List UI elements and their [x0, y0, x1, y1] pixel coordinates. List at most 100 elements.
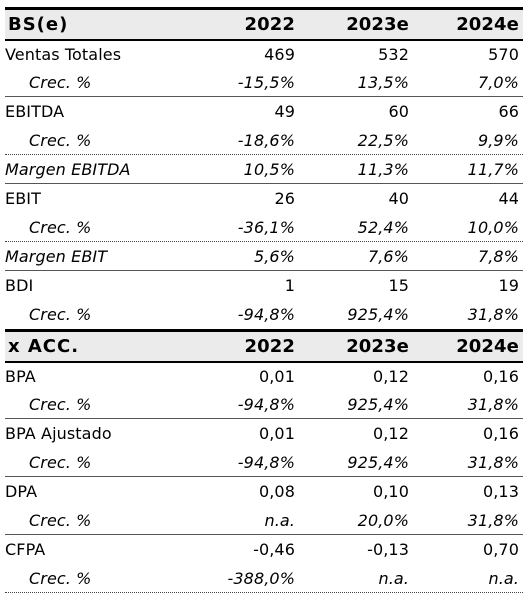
cell-2022: 49 — [274, 102, 295, 121]
row-cfpa-crec: Crec. % -388,0% n.a. n.a. — [5, 564, 523, 593]
cell-2022: -94,8% — [237, 452, 295, 472]
cell-2023e: 11,3% — [357, 159, 409, 179]
cell-2024e: 10,0% — [467, 217, 519, 237]
row-ventas-crec: Crec. % -15,5% 13,5% 7,0% — [5, 68, 523, 97]
header-year-3: 2024e — [456, 336, 519, 357]
row-label: DPA — [5, 482, 38, 501]
row-label: Ventas Totales — [5, 45, 122, 64]
cell-2024e: 0,13 — [482, 482, 519, 501]
cell-2024e: 0,70 — [482, 540, 519, 559]
row-ventas-totales: Ventas Totales 469 532 570 — [5, 39, 523, 68]
cell-2023e: 925,4% — [347, 305, 409, 324]
row-label: Crec. % — [29, 568, 92, 588]
cell-2022: -94,8% — [237, 394, 295, 414]
row-label: EBITDA — [5, 102, 65, 121]
cell-2023e: 7,6% — [367, 246, 409, 266]
cell-2023e: -0,13 — [367, 540, 409, 559]
cell-2023e: 0,12 — [372, 367, 409, 386]
row-label: Crec. % — [29, 305, 92, 324]
cell-2023e: 22,5% — [357, 130, 409, 150]
cell-2022: 26 — [274, 189, 295, 208]
row-bpa-ajustado: BPA Ajustado 0,01 0,12 0,16 — [5, 419, 523, 448]
row-bdi-crec: Crec. % -94,8% 925,4% 31,8% — [5, 300, 523, 329]
row-cfpa: CFPA -0,46 -0,13 0,70 — [5, 535, 523, 564]
header-label: x ACC. — [8, 336, 80, 357]
cell-2022: 10,5% — [243, 159, 295, 179]
row-label: BDI — [5, 276, 34, 295]
header-year-2: 2023e — [346, 336, 409, 357]
cell-2024e: 0,16 — [482, 367, 519, 386]
cell-2024e: 66 — [498, 102, 519, 121]
cell-2024e: 19 — [498, 276, 519, 295]
header-year-3: 2024e — [456, 14, 519, 35]
cell-2024e: 44 — [498, 189, 519, 208]
header-row-bs: BS(e) 2022 2023e 2024e — [5, 7, 523, 39]
header-label: BS(e) — [8, 14, 69, 35]
cell-2022: -388,0% — [227, 568, 295, 588]
cell-2022: -36,1% — [237, 217, 295, 237]
row-bpa-ajustado-crec: Crec. % -94,8% 925,4% 31,8% — [5, 448, 523, 477]
cell-2024e: 9,9% — [477, 130, 519, 150]
row-ebit-crec: Crec. % -36,1% 52,4% 10,0% — [5, 213, 523, 242]
row-label: BPA — [5, 367, 36, 386]
header-row-per-share: x ACC. 2022 2023e 2024e — [5, 329, 523, 361]
cell-2023e: 0,12 — [372, 424, 409, 443]
cell-2022: 0,08 — [258, 482, 295, 501]
row-margen-ebit: Margen EBIT 5,6% 7,6% 7,8% — [5, 242, 523, 271]
row-dpa-crec: Crec. % n.a. 20,0% 31,8% — [5, 506, 523, 535]
cell-2024e: 570 — [488, 45, 519, 64]
cell-2024e: 7,8% — [477, 246, 519, 266]
cell-2024e: 11,7% — [467, 159, 519, 179]
row-label: EBIT — [5, 189, 41, 208]
row-label: BPA Ajustado — [5, 424, 112, 443]
cell-2024e: 7,0% — [477, 72, 519, 92]
cell-2022: -18,6% — [237, 130, 295, 150]
cell-2023e: 925,4% — [347, 452, 409, 472]
row-label: Margen EBIT — [5, 246, 108, 266]
cell-2024e: 31,8% — [467, 305, 519, 324]
cell-2024e: 31,8% — [467, 510, 519, 530]
cell-2022: n.a. — [264, 510, 295, 530]
cell-2022: 1 — [284, 276, 295, 295]
row-bpa: BPA 0,01 0,12 0,16 — [5, 361, 523, 390]
header-year-1: 2022 — [244, 14, 295, 35]
cell-2023e: 925,4% — [347, 394, 409, 414]
row-margen-ebitda: Margen EBITDA 10,5% 11,3% 11,7% — [5, 155, 523, 184]
header-year-2: 2023e — [346, 14, 409, 35]
cell-2023e: 40 — [388, 189, 409, 208]
row-ebitda: EBITDA 49 60 66 — [5, 97, 523, 126]
cell-2022: -15,5% — [237, 72, 295, 92]
cell-2023e: 20,0% — [357, 510, 409, 530]
cell-2024e: 31,8% — [467, 452, 519, 472]
row-label: Crec. % — [29, 510, 92, 530]
cell-2022: 0,01 — [258, 424, 295, 443]
cell-2023e: 52,4% — [357, 217, 409, 237]
cell-2022: 0,01 — [258, 367, 295, 386]
cell-2022: 5,6% — [253, 246, 295, 266]
row-label: CFPA — [5, 540, 46, 559]
row-label: Crec. % — [29, 130, 92, 150]
row-label: Crec. % — [29, 452, 92, 472]
cell-2024e: 0,16 — [482, 424, 519, 443]
cell-2023e: 15 — [388, 276, 409, 295]
row-bdi: BDI 1 15 19 — [5, 271, 523, 300]
cell-2023e: 0,10 — [372, 482, 409, 501]
row-label: Crec. % — [29, 394, 92, 414]
row-ebitda-crec: Crec. % -18,6% 22,5% 9,9% — [5, 126, 523, 155]
cell-2024e: n.a. — [488, 568, 519, 588]
cell-2023e: n.a. — [378, 568, 409, 588]
row-ebit: EBIT 26 40 44 — [5, 184, 523, 213]
header-year-1: 2022 — [244, 336, 295, 357]
row-label: Crec. % — [29, 217, 92, 237]
row-label: Crec. % — [29, 72, 92, 92]
cell-2022: 469 — [264, 45, 295, 64]
row-label: Margen EBITDA — [5, 159, 131, 179]
row-dpa: DPA 0,08 0,10 0,13 — [5, 477, 523, 506]
row-bpa-crec: Crec. % -94,8% 925,4% 31,8% — [5, 390, 523, 419]
cell-2023e: 13,5% — [357, 72, 409, 92]
cell-2022: -0,46 — [253, 540, 295, 559]
financial-estimates-table: BS(e) 2022 2023e 2024e Ventas Totales 46… — [5, 7, 523, 593]
cell-2023e: 60 — [388, 102, 409, 121]
cell-2023e: 532 — [378, 45, 409, 64]
cell-2022: -94,8% — [237, 305, 295, 324]
